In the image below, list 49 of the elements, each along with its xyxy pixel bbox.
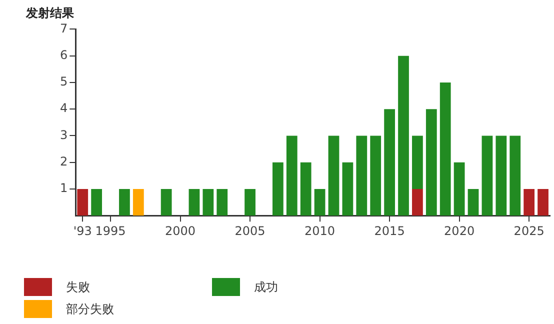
- y-tick-label: 1: [60, 181, 68, 196]
- bar: [216, 188, 228, 216]
- bar: [482, 136, 493, 216]
- bar: [440, 82, 451, 216]
- y-tick-label: 5: [60, 74, 68, 89]
- legend-label: 失败: [66, 278, 90, 296]
- bar: [328, 136, 340, 216]
- bar: [524, 188, 535, 216]
- bar: [91, 188, 102, 216]
- x-tick-label: 2015: [374, 224, 405, 238]
- bar: [412, 188, 423, 216]
- bar: [356, 136, 368, 216]
- x-tick-label: 2010: [304, 224, 336, 238]
- bar: [468, 188, 479, 216]
- x-tick-label: 2005: [234, 224, 266, 238]
- bar: [384, 109, 395, 216]
- y-tick-label: 7: [60, 21, 68, 36]
- bar: [132, 188, 144, 216]
- bar: [244, 188, 256, 216]
- bar: [426, 109, 437, 216]
- bar: [286, 136, 298, 216]
- x-tick-label: 1995: [95, 224, 126, 238]
- x-tick-label: 2020: [444, 224, 475, 238]
- bar: [342, 162, 354, 216]
- bar: [314, 188, 326, 216]
- bar: [412, 136, 423, 189]
- x-tick-label: 2000: [165, 224, 196, 238]
- bar: [538, 188, 548, 216]
- y-tick-label: 4: [60, 101, 68, 116]
- bar: [202, 188, 214, 216]
- bar: [370, 136, 382, 216]
- bar: [119, 188, 130, 216]
- x-tick-label: 2025: [514, 224, 544, 238]
- bar: [272, 162, 284, 216]
- y-tick-label: 3: [60, 128, 68, 142]
- x-tick-label: '93: [73, 224, 92, 238]
- bar: [510, 136, 521, 216]
- bar: [77, 188, 88, 216]
- bar: [300, 162, 312, 216]
- bar: [454, 162, 465, 216]
- bar: [496, 136, 507, 216]
- bar: [188, 188, 200, 216]
- y-axis-title: 发射结果: [26, 5, 74, 22]
- bar: [160, 188, 172, 216]
- legend-label: 部分失败: [66, 300, 114, 318]
- bar: [398, 56, 409, 216]
- y-tick-label: 6: [60, 48, 68, 62]
- y-tick-label: 2: [60, 154, 68, 168]
- legend-label: 成功: [254, 278, 278, 296]
